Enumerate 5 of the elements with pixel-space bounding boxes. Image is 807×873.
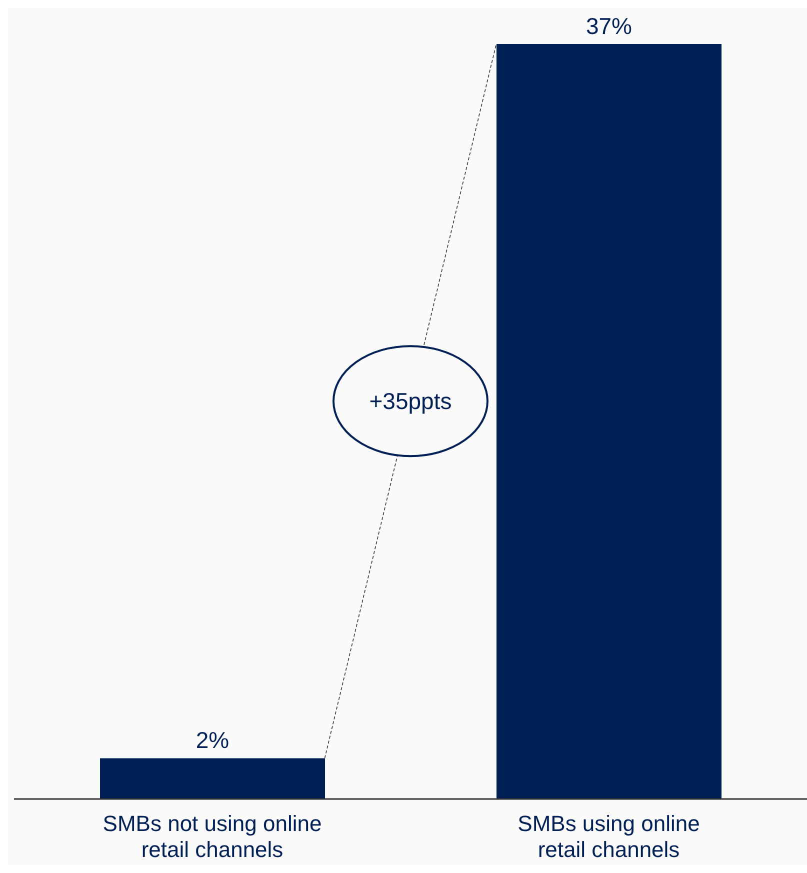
- data-label: 2%: [196, 727, 230, 754]
- annotation: +35ppts: [369, 388, 452, 414]
- x-tick-label: SMBs using online retail channels: [518, 811, 700, 862]
- data-label: 37%: [586, 13, 632, 39]
- x-tick-label: SMBs not using online retail channels: [102, 811, 322, 862]
